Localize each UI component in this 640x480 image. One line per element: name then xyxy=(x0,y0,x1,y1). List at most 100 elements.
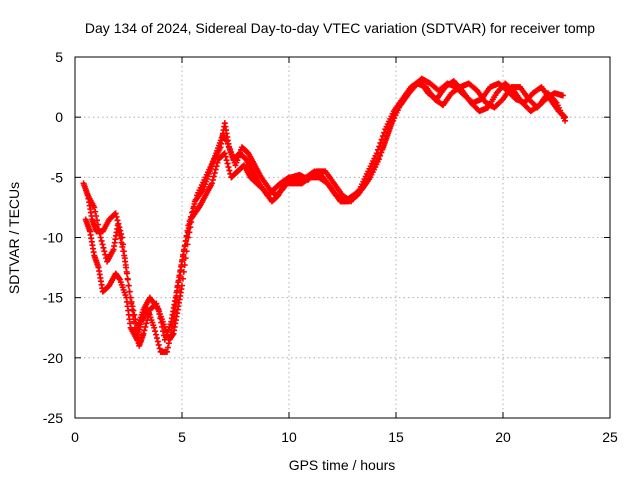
data-point xyxy=(179,258,185,265)
y-tick-label: -15 xyxy=(43,290,63,306)
data-point xyxy=(209,176,216,183)
grid xyxy=(75,57,610,418)
data-point xyxy=(226,167,233,174)
x-axis-label: GPS time / hours xyxy=(289,457,396,473)
data-point xyxy=(208,180,215,187)
data-point xyxy=(96,230,103,237)
data-point xyxy=(92,208,99,215)
y-tick-label: 5 xyxy=(55,49,63,65)
data-point xyxy=(142,323,149,330)
data-point xyxy=(381,139,388,146)
data-point xyxy=(117,235,124,242)
data-point xyxy=(376,143,383,150)
data-point xyxy=(179,275,186,282)
data-point xyxy=(155,306,162,313)
data-point xyxy=(373,150,380,157)
data-point xyxy=(176,274,183,281)
data-point xyxy=(124,276,131,283)
data-point xyxy=(116,231,123,238)
data-point xyxy=(377,139,384,146)
data-point xyxy=(192,196,199,203)
data-point xyxy=(94,217,101,224)
data-point xyxy=(221,150,228,157)
data-point xyxy=(222,153,229,160)
data-point xyxy=(152,328,159,335)
data-point xyxy=(213,163,220,170)
data-point xyxy=(140,330,147,337)
data-point xyxy=(159,323,166,330)
y-tick-label: -25 xyxy=(43,410,63,426)
data-point xyxy=(168,327,175,334)
data-point xyxy=(223,157,230,164)
data-point xyxy=(379,133,386,140)
data-point xyxy=(184,227,191,234)
x-tick-label: 20 xyxy=(495,429,511,445)
data-point xyxy=(125,282,132,289)
data-point xyxy=(187,213,194,220)
x-tick-label: 0 xyxy=(71,429,79,445)
data-point xyxy=(93,213,100,220)
data-point xyxy=(385,128,392,135)
data-point xyxy=(122,258,129,265)
series-trace-c xyxy=(84,78,569,343)
x-tick-label: 5 xyxy=(178,429,186,445)
data-point xyxy=(118,239,125,246)
data-point xyxy=(211,170,218,177)
data-point xyxy=(179,253,186,260)
data-point xyxy=(121,252,128,259)
data-point xyxy=(185,222,192,229)
data-point xyxy=(155,341,162,348)
data-point xyxy=(128,298,135,305)
data-point xyxy=(183,232,190,239)
data-point xyxy=(157,315,164,322)
y-axis-label: SDTVAR / TECUs xyxy=(6,182,22,294)
data-point xyxy=(175,279,182,286)
data-point xyxy=(178,263,185,270)
data-point xyxy=(225,164,232,171)
data-point xyxy=(160,328,167,335)
data-point xyxy=(379,145,386,152)
y-tick-label: -5 xyxy=(51,169,64,185)
data-point xyxy=(130,307,137,314)
data-point xyxy=(174,284,181,291)
data-point xyxy=(113,213,120,220)
data-point xyxy=(388,121,395,128)
data-point xyxy=(101,248,108,255)
data-point xyxy=(94,221,101,228)
data-point xyxy=(153,335,160,342)
data-point xyxy=(114,217,121,224)
data-point xyxy=(120,248,127,255)
data-point xyxy=(123,264,130,271)
data-point xyxy=(375,156,382,163)
data-point xyxy=(99,241,106,248)
data-point xyxy=(181,243,188,250)
data-point xyxy=(164,348,171,355)
data-point xyxy=(164,344,171,351)
data-point xyxy=(119,243,126,250)
data-point xyxy=(562,117,569,124)
data-point xyxy=(132,316,139,323)
data-point xyxy=(97,234,104,241)
data-point xyxy=(91,204,98,211)
data-point xyxy=(381,129,388,136)
plot-area xyxy=(80,75,569,355)
data-point xyxy=(165,340,172,347)
data-point xyxy=(98,237,105,244)
data-point xyxy=(123,270,130,277)
data-point xyxy=(166,335,173,342)
data-point xyxy=(212,166,219,173)
x-tick-label: 25 xyxy=(602,429,618,445)
data-point xyxy=(380,142,387,149)
data-point xyxy=(189,209,196,216)
data-point xyxy=(156,345,163,352)
data-point xyxy=(156,310,163,317)
data-point xyxy=(114,222,121,229)
data-point xyxy=(559,92,566,99)
data-point xyxy=(154,338,161,345)
data-point xyxy=(100,244,107,251)
data-point xyxy=(191,200,198,207)
data-point xyxy=(115,226,122,233)
data-point xyxy=(224,160,231,167)
axis-ticks: 0 5 10 15 20 25 -25 -20 -15 -10 -5 0 5 xyxy=(43,49,618,445)
